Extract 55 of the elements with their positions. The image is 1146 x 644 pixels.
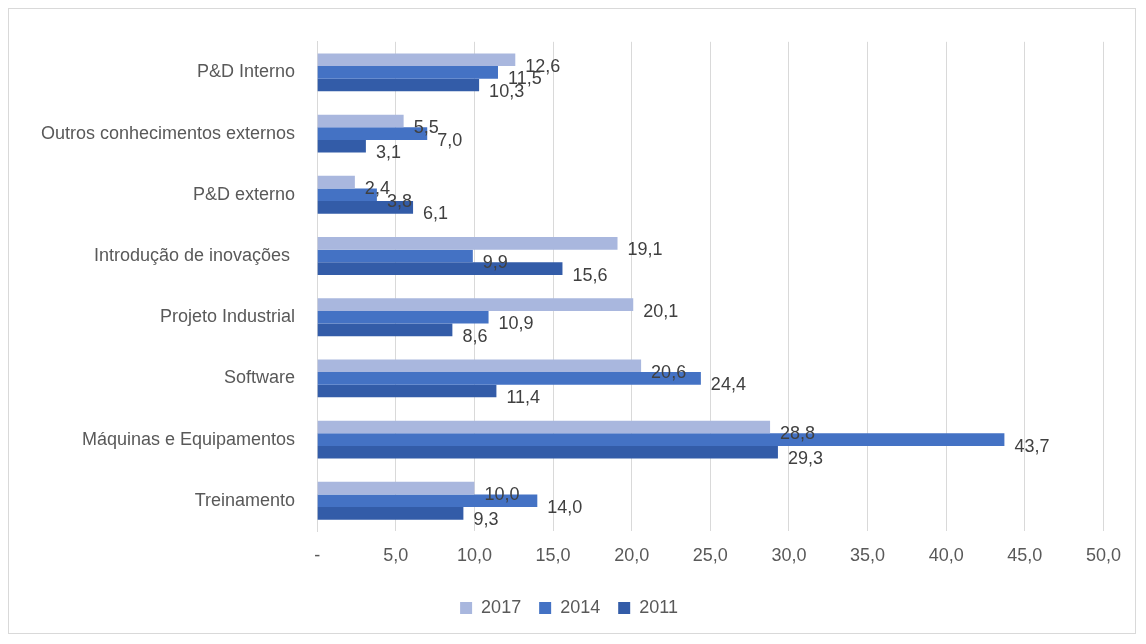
bar — [317, 139, 366, 153]
bar — [317, 249, 473, 263]
data-label: 24,4 — [710, 374, 746, 395]
data-label: 7,0 — [437, 129, 463, 150]
bar — [317, 481, 475, 495]
x-tick-label: 25,0 — [692, 545, 728, 566]
y-tick-label: Projeto Industrial — [160, 306, 296, 327]
data-label: 15,6 — [572, 264, 608, 285]
x-tick-label: 10,0 — [456, 545, 492, 566]
bar — [317, 507, 464, 520]
x-tick-label: 35,0 — [850, 545, 886, 566]
bar — [317, 66, 498, 79]
bar — [317, 175, 355, 189]
y-tick-label: Outros conhecimentos externos — [40, 122, 296, 143]
y-tick-label: Treinamento — [194, 489, 296, 510]
data-label: 10,9 — [498, 313, 534, 334]
data-label: 14,0 — [547, 496, 583, 517]
data-label: 29,3 — [787, 448, 823, 469]
bar — [317, 323, 453, 337]
data-label: 10,0 — [484, 484, 520, 505]
bar — [317, 53, 516, 67]
data-label: 19,1 — [627, 239, 663, 260]
data-label: 11,4 — [506, 387, 541, 408]
x-tick-label: 45,0 — [1007, 545, 1043, 566]
data-label: 9,3 — [473, 509, 499, 530]
bar — [317, 310, 489, 324]
data-label: 43,7 — [1014, 435, 1050, 456]
legend-label: 2017 — [481, 596, 522, 617]
y-tick-label: Introdução de inovações — [93, 244, 296, 265]
data-label: 3,1 — [375, 142, 401, 163]
x-tick-label: - — [314, 545, 321, 566]
bar — [317, 114, 404, 128]
bar — [317, 78, 480, 92]
legend-label: 2011 — [639, 596, 678, 617]
x-tick-label: 30,0 — [771, 545, 807, 566]
x-tick-label: 50,0 — [1085, 545, 1122, 566]
bar — [317, 237, 618, 250]
bar — [317, 298, 634, 311]
data-label: 5,5 — [413, 116, 439, 137]
bar — [317, 359, 642, 373]
bar — [317, 384, 497, 398]
data-label: 6,1 — [423, 203, 449, 224]
x-tick-label: 20,0 — [614, 545, 650, 566]
y-tick-label: P&D Interno — [197, 61, 296, 82]
x-tick-label: 40,0 — [928, 545, 964, 566]
y-tick-label: Máquinas e Equipamentos — [81, 428, 296, 449]
x-tick-label: 15,0 — [535, 545, 571, 566]
bar — [317, 420, 771, 434]
bar — [317, 445, 778, 459]
data-label: 20,1 — [643, 300, 679, 321]
data-label: 8,6 — [462, 325, 488, 346]
y-tick-label: Software — [224, 367, 296, 388]
y-tick-label: P&D externo — [193, 183, 296, 204]
legend-label: 2014 — [560, 596, 601, 617]
x-tick-label: 5,0 — [383, 545, 409, 566]
